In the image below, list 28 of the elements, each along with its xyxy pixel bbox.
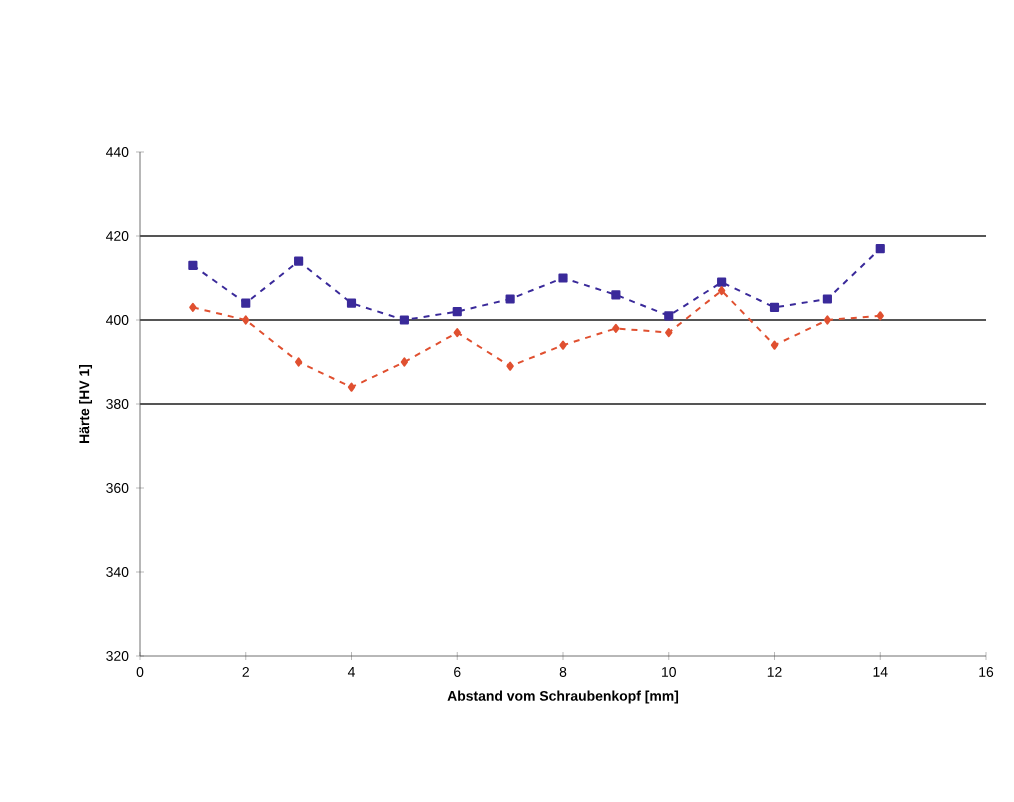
point — [452, 307, 462, 317]
point — [347, 382, 356, 392]
point — [189, 302, 197, 312]
point — [346, 298, 357, 308]
point — [876, 311, 884, 321]
point — [241, 298, 251, 308]
point — [611, 290, 621, 300]
point — [717, 277, 727, 287]
point — [769, 302, 780, 312]
point — [399, 315, 409, 325]
point — [294, 357, 303, 367]
point — [823, 315, 832, 325]
point — [665, 328, 673, 338]
point — [242, 315, 250, 325]
point — [506, 361, 514, 371]
point — [612, 323, 620, 333]
point — [770, 340, 779, 350]
point — [294, 256, 304, 266]
point — [505, 294, 515, 304]
point — [558, 273, 568, 283]
point — [717, 286, 726, 296]
point — [664, 311, 674, 321]
point — [822, 294, 832, 304]
point — [188, 260, 198, 270]
point — [875, 244, 885, 254]
point — [559, 340, 567, 350]
point — [453, 328, 461, 338]
point — [400, 357, 409, 367]
